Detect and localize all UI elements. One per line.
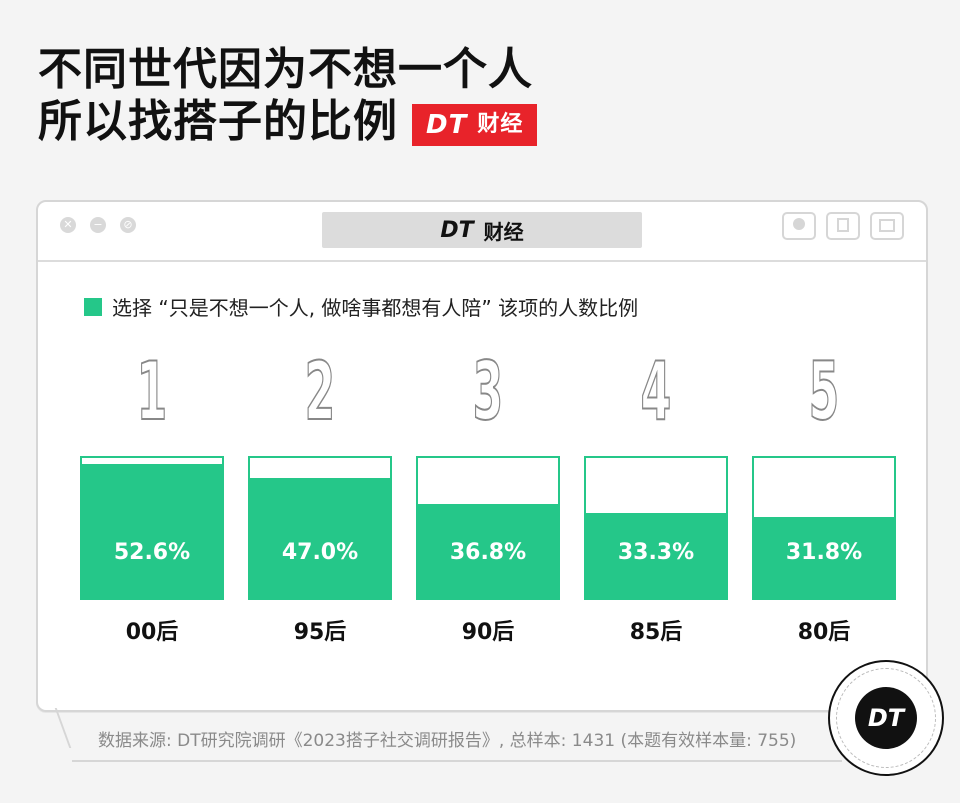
bar-value-label: 47.0% (281, 540, 359, 565)
window-tail (54, 708, 78, 748)
window-title: DT 财经 (322, 212, 642, 248)
bar-box: 47.0% (248, 456, 392, 600)
brand-name: 财经 (477, 112, 524, 137)
rank-number: 3 (472, 344, 504, 439)
brand-badge: DT 财经 (412, 104, 538, 146)
share-icon[interactable] (826, 212, 860, 240)
bar (250, 478, 390, 598)
category-label: 80后 (797, 620, 851, 645)
copy-icon[interactable] (870, 212, 904, 240)
brand-dt: DT (426, 110, 468, 140)
rank-number: 1 (136, 344, 168, 439)
close-icon[interactable]: ✕ (60, 217, 76, 233)
minimize-icon[interactable]: − (90, 217, 106, 233)
corner-logo: DT (828, 660, 944, 776)
window-title-dt: DT (440, 217, 474, 243)
browser-window: ✕ − ⊘ DT 财经 选择 “只是不想一个人, 做啥事都想有人陪” 该项的人数… (36, 200, 928, 712)
category-label: 95后 (293, 620, 347, 645)
window-title-bar: ✕ − ⊘ DT 财经 (38, 202, 926, 262)
rank-number: 5 (808, 344, 840, 439)
bar-value-label: 36.8% (449, 540, 527, 565)
bar-value-label: 52.6% (113, 540, 191, 565)
source-note: 数据来源: DT研究院调研《2023搭子社交调研报告》, 总样本: 1431 (… (98, 731, 797, 751)
bar-box: 31.8% (752, 456, 896, 600)
legend-swatch (84, 297, 102, 316)
bar (418, 504, 558, 598)
rank-number: 2 (304, 344, 336, 439)
bar (586, 513, 726, 598)
bar (754, 517, 894, 598)
title-line-2: 所以找搭子的比例 (38, 96, 398, 147)
maximize-icon[interactable]: ⊘ (120, 217, 136, 233)
category-label: 85后 (629, 620, 683, 645)
bar (82, 464, 222, 598)
title-line-1: 不同世代因为不想一个人 (38, 44, 533, 95)
record-icon[interactable] (782, 212, 816, 240)
corner-logo-ring (836, 668, 936, 768)
legend-label: 选择 “只是不想一个人, 做啥事都想有人陪” 该项的人数比例 (112, 296, 639, 320)
legend: 选择 “只是不想一个人, 做啥事都想有人陪” 该项的人数比例 (84, 292, 638, 321)
category-label: 00后 (125, 620, 179, 645)
window-title-name: 财经 (483, 219, 524, 244)
footer-divider (72, 760, 842, 762)
bar-value-label: 33.3% (617, 540, 695, 565)
chart-title: 不同世代因为不想一个人 所以找搭子的比例 DT 财经 (38, 44, 538, 148)
bar-value-label: 31.8% (785, 540, 863, 565)
bar-box: 52.6% (80, 456, 224, 600)
bar-box: 33.3% (584, 456, 728, 600)
category-label: 90后 (461, 620, 515, 645)
rank-number: 4 (640, 344, 672, 439)
bar-box: 36.8% (416, 456, 560, 600)
